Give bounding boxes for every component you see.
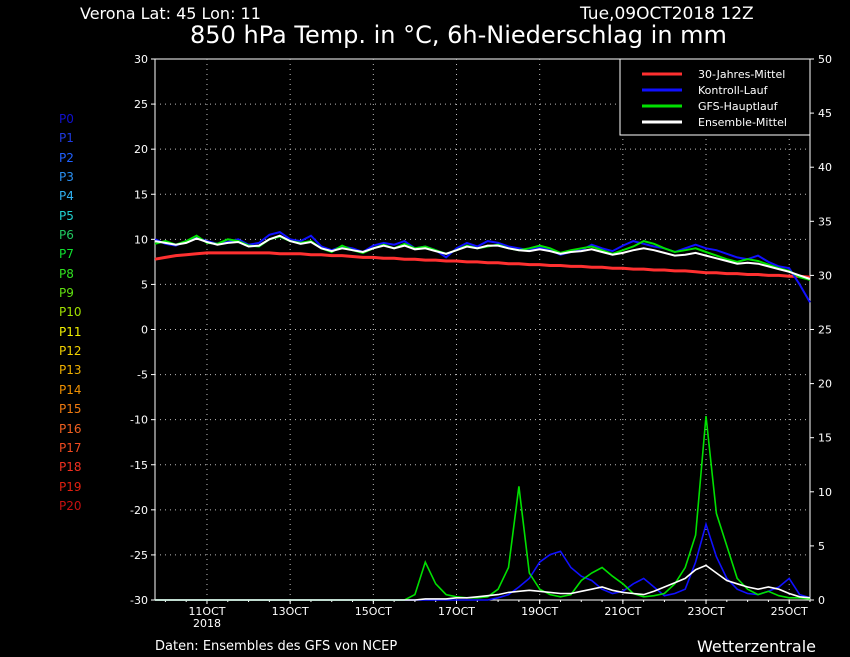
brand-label: Wetterzentrale: [697, 637, 817, 656]
x-tick-label: 11OCT: [188, 605, 225, 618]
x-tick-label: 19OCT: [521, 605, 558, 618]
plot-frame: [154, 58, 811, 601]
member-label-p2: P2: [59, 150, 74, 165]
legend-entry-label: 30-Jahres-Mittel: [698, 68, 785, 81]
member-label-p14: P14: [59, 382, 82, 397]
y-left-tick-label: -5: [137, 369, 148, 382]
temp-line-ensemble-mittel: [154, 234, 811, 280]
y-right-tick-label: 10: [818, 486, 832, 499]
member-label-p20: P20: [59, 498, 82, 513]
member-label-p10: P10: [59, 305, 82, 320]
x-tick-label: 15OCT: [355, 605, 392, 618]
member-label-p13: P13: [59, 363, 82, 378]
y-left-tick-label: 10: [134, 233, 148, 246]
member-label-p1: P1: [59, 131, 74, 146]
x-tick-label: 17OCT: [438, 605, 475, 618]
member-label-p7: P7: [59, 247, 74, 262]
y-right-tick-label: 35: [818, 215, 832, 228]
x-tick-sublabel: 2018: [193, 617, 221, 630]
member-legend: P0 P1 P2 P3 P4 P5 P6 P7 P8 P9 P10 P11 P12 P13 P14 P15 P1…: [59, 110, 82, 516]
member-label-p0: P0: [59, 112, 74, 126]
member-label-p4: P4: [59, 189, 74, 204]
precip-line-kontroll-lauf: [155, 521, 811, 601]
member-label-p6: P6: [59, 228, 74, 243]
member-label-p11: P11: [59, 324, 82, 339]
y-left-tick-label: -30: [130, 594, 148, 607]
precip-line-ensemble-mittel: [155, 564, 811, 601]
y-left-tick-label: 20: [134, 143, 148, 156]
x-tick-label: 23OCT: [688, 605, 725, 618]
y-left-tick-label: 30: [134, 53, 148, 66]
y-right-tick-label: 5: [818, 540, 825, 553]
legend-entry-label: Kontroll-Lauf: [698, 84, 769, 97]
y-left-tick-label: 25: [134, 98, 148, 111]
x-tick-label: 25OCT: [771, 605, 808, 618]
member-label-p12: P12: [59, 344, 82, 359]
member-label-p15: P15: [59, 402, 82, 417]
y-left-tick-label: -20: [130, 504, 148, 517]
member-label-p18: P18: [59, 460, 82, 475]
y-right-tick-label: 25: [818, 324, 832, 337]
member-label-p5: P5: [59, 208, 74, 223]
member-label-p19: P19: [59, 479, 82, 494]
y-right-tick-label: 0: [818, 594, 825, 607]
chart-title: 850 hPa Temp. in °C, 6h-Niederschlag in …: [190, 21, 727, 49]
data-source: Daten: Ensembles des GFS von NCEP: [155, 639, 398, 654]
temp-line-30-jahres-mittel: [154, 251, 811, 279]
location-label: Verona Lat: 45 Lon: 11: [80, 4, 261, 23]
member-label-p16: P16: [59, 421, 82, 436]
y-left-tick-label: -25: [130, 549, 148, 562]
precip-line-gfs-hauptlauf: [155, 416, 811, 601]
member-label-p9: P9: [59, 286, 74, 301]
y-right-tick-label: 20: [818, 378, 832, 391]
y-right-tick-label: 50: [818, 53, 832, 66]
y-left-tick-label: 0: [141, 324, 148, 337]
x-tick-label: 21OCT: [604, 605, 641, 618]
y-right-tick-label: 40: [818, 161, 832, 174]
y-left-tick-label: 15: [134, 188, 148, 201]
legend-entry-label: GFS-Hauptlauf: [698, 100, 779, 113]
y-left-tick-label: -15: [130, 459, 148, 472]
member-label-p8: P8: [59, 266, 74, 281]
y-right-tick-label: 15: [818, 432, 832, 445]
y-right-tick-label: 30: [818, 269, 832, 282]
y-left-tick-label: 5: [141, 278, 148, 291]
x-tick-label: 13OCT: [272, 605, 309, 618]
legend-entry-label: Ensemble-Mittel: [698, 116, 787, 129]
y-right-tick-label: 45: [818, 107, 832, 120]
temp-line-kontroll-lauf: [154, 231, 811, 303]
member-label-p17: P17: [59, 440, 82, 455]
member-label-p3: P3: [59, 170, 74, 185]
run-datetime: Tue,09OCT2018 12Z: [580, 4, 754, 24]
y-left-tick-label: -10: [130, 414, 148, 427]
